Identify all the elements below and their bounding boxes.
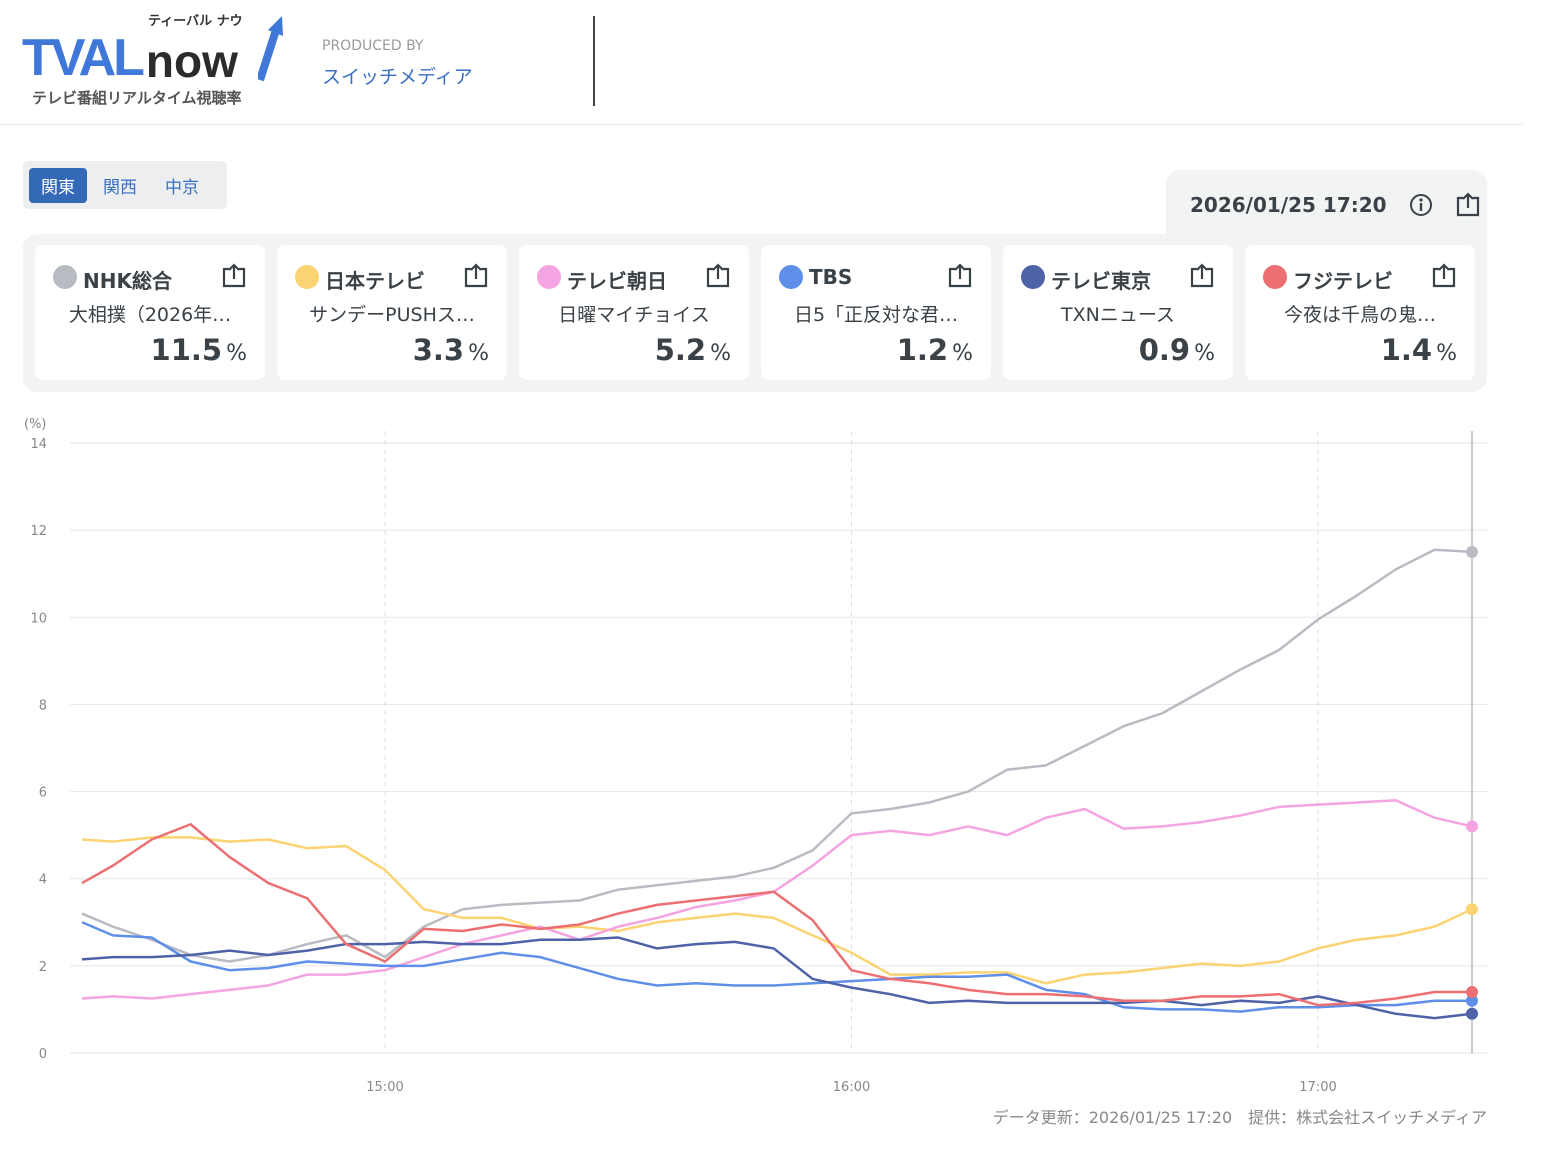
series-endpoint <box>1466 820 1478 833</box>
rating-number: 3.3 <box>412 333 465 367</box>
series-endpoint <box>1466 1007 1478 1020</box>
rating-unit: % <box>1436 341 1457 366</box>
logo-arrow-icon <box>258 16 283 82</box>
divider <box>593 16 595 106</box>
share-icon[interactable] <box>705 263 731 293</box>
series-line-TBS <box>81 921 1472 1013</box>
logo-now: now <box>145 35 238 87</box>
rating-number: 11.5 <box>150 333 223 367</box>
x-tick-label: 16:00 <box>833 1080 870 1095</box>
channel-name: テレビ東京 <box>1051 269 1151 293</box>
rating-unit: % <box>710 341 731 366</box>
ratings-chart: (%) 0 2 4 6 8 10 12 14 15:00 16:00 17:00 <box>24 417 1487 1095</box>
rating-unit: % <box>468 341 489 366</box>
share-icon[interactable] <box>1455 192 1481 218</box>
rating-value: 5.2% <box>655 333 731 367</box>
program-title: 大相撲（2026年… <box>68 304 232 326</box>
rating-number: 5.2 <box>654 333 707 367</box>
rating-unit: % <box>952 341 973 366</box>
channel-card[interactable]: NHK総合 大相撲（2026年… 11.5% <box>35 245 265 380</box>
share-icon[interactable] <box>1189 263 1215 293</box>
rating-unit: % <box>226 341 247 366</box>
series-endpoint <box>1466 994 1478 1007</box>
tab-kanto[interactable]: 関東 <box>29 167 87 203</box>
region-tabs: 関東 関西 中京 <box>23 161 227 209</box>
y-tick-label: 14 <box>30 437 47 452</box>
series-line-NHK総合 <box>81 548 1473 963</box>
channel-color-dot <box>1263 265 1287 289</box>
y-tick-label: 0 <box>39 1047 47 1062</box>
rating-number: 0.9 <box>1138 333 1191 367</box>
series-endpoint <box>1466 545 1478 558</box>
tvalnow-logo[interactable]: ティーバル ナウ TVAL now テレビ番組リアルタイム視聴率 <box>22 14 292 112</box>
rating-unit: % <box>1194 341 1215 366</box>
header: ティーバル ナウ TVAL now テレビ番組リアルタイム視聴率 PRODUCE… <box>0 0 1523 125</box>
rating-value: 11.5% <box>151 333 247 367</box>
rating-number: 1.2 <box>896 333 949 367</box>
rating-number: 1.4 <box>1380 333 1433 367</box>
channel-color-dot <box>779 265 803 289</box>
series-line-日本テレビ <box>81 836 1473 985</box>
program-title: 日5「正反対な君… <box>793 304 959 326</box>
series-endpoint <box>1466 903 1478 916</box>
channel-name: TBS <box>809 265 853 289</box>
x-tick-label: 17:00 <box>1299 1080 1336 1095</box>
footer-credit: データ更新：2026/01/25 17:20 提供：株式会社スイッチメディア <box>992 1108 1487 1127</box>
channel-color-dot <box>53 265 77 289</box>
y-tick-label: 2 <box>39 960 47 975</box>
series-line-フジテレビ <box>81 823 1472 1007</box>
logo-tval: TVAL <box>22 29 145 87</box>
program-title: サンデーPUSHス… <box>309 304 475 326</box>
logo-subtitle: テレビ番組リアルタイム視聴率 <box>32 89 242 107</box>
y-axis-unit: (%) <box>24 417 47 432</box>
series-line-テレビ東京 <box>81 936 1473 1020</box>
channel-name: NHK総合 <box>83 269 172 293</box>
share-icon[interactable] <box>947 263 973 293</box>
channel-color-dot <box>537 265 561 289</box>
timestamp: 2026/01/25 17:20 <box>1190 193 1387 217</box>
rating-value: 3.3% <box>413 333 489 367</box>
program-title: 日曜マイチョイス <box>558 304 710 326</box>
channel-card[interactable]: フジテレビ 今夜は千鳥の鬼… 1.4% <box>1245 245 1475 380</box>
series-endpoint <box>1466 986 1478 998</box>
tab-chukyo[interactable]: 中京 <box>165 177 199 198</box>
y-tick-label: 12 <box>30 524 47 539</box>
logo-kana: ティーバル ナウ <box>148 14 243 29</box>
share-icon[interactable] <box>1431 263 1457 293</box>
channel-name: フジテレビ <box>1293 269 1393 293</box>
program-title: TXNニュース <box>1061 304 1175 326</box>
rating-value: 1.2% <box>897 333 973 367</box>
y-tick-label: 6 <box>39 786 47 801</box>
timestamp-bar: 2026/01/25 17:20 <box>1166 170 1487 240</box>
info-icon[interactable] <box>1409 193 1433 217</box>
maker-link[interactable]: スイッチメディア <box>322 66 473 88</box>
channel-card[interactable]: 日本テレビ サンデーPUSHス… 3.3% <box>277 245 507 380</box>
channel-color-dot <box>1021 265 1045 289</box>
y-tick-label: 10 <box>30 611 47 626</box>
program-title: 今夜は千鳥の鬼… <box>1283 304 1436 326</box>
channel-card[interactable]: TBS 日5「正反対な君… 1.2% <box>761 245 991 380</box>
produced-by-label: PRODUCED BY <box>322 38 424 54</box>
channel-cards: NHK総合 大相撲（2026年… 11.5% 日本テレビ サンデーPUSHス… … <box>23 234 1487 392</box>
channel-card[interactable]: テレビ東京 TXNニュース 0.9% <box>1003 245 1233 380</box>
rating-value: 0.9% <box>1139 333 1215 367</box>
series-line-テレビ朝日 <box>81 799 1473 1000</box>
share-icon[interactable] <box>463 263 489 293</box>
channel-name: 日本テレビ <box>325 269 425 293</box>
y-tick-label: 8 <box>39 698 47 713</box>
channel-color-dot <box>295 265 319 289</box>
y-tick-label: 4 <box>39 873 47 888</box>
tab-kansai[interactable]: 関西 <box>103 177 137 198</box>
channel-card[interactable]: テレビ朝日 日曜マイチョイス 5.2% <box>519 245 749 380</box>
share-icon[interactable] <box>221 263 247 293</box>
rating-value: 1.4% <box>1381 333 1457 367</box>
x-tick-label: 15:00 <box>366 1080 403 1095</box>
channel-name: テレビ朝日 <box>567 269 667 293</box>
logo-wordmark: TVAL now <box>22 32 238 84</box>
